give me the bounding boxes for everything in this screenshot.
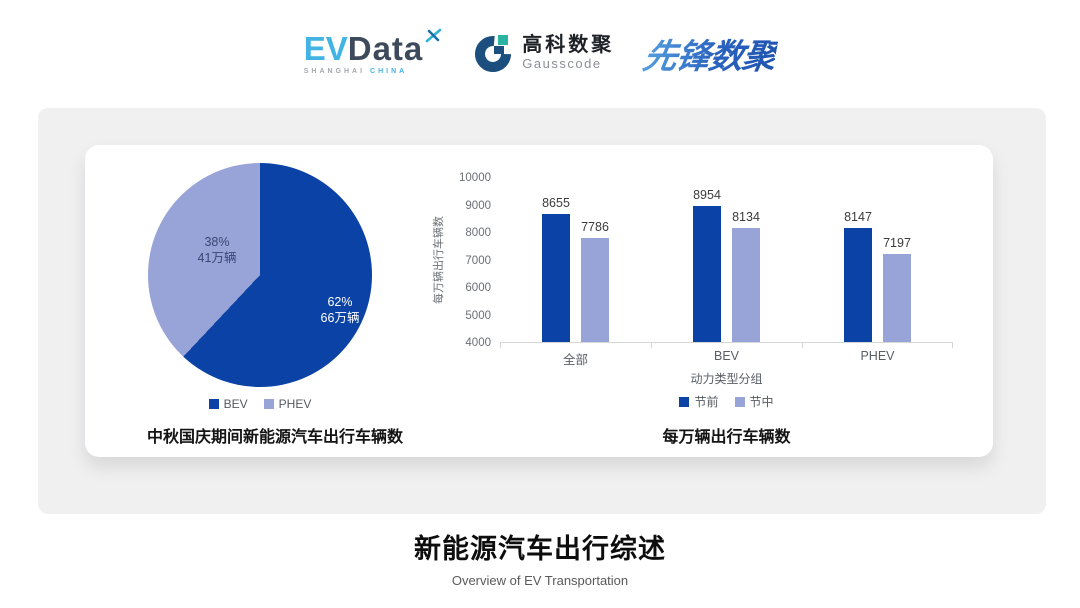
charts-card: 62% 66万辆 38% 41万辆 BEV PHEV 中秋国庆期间新能源汽车出行车辆数…: [85, 145, 993, 457]
category-label: BEV: [713, 349, 739, 363]
bar-plot-area: 8655 7786 8954 8134 8147 7197: [500, 177, 953, 348]
legend-item: BEV: [208, 397, 248, 411]
bar-value-label: 8954: [693, 187, 721, 202]
footer: 新能源汽车出行综述 Overview of EV Transportation: [0, 527, 1080, 588]
gausscode-logo: 高科数聚 Gausscode: [472, 32, 614, 74]
logo-header: EV Data SHANGHAI CHINA 高科数聚 Gausscode: [0, 16, 1080, 90]
gausscode-cn-text: 高科数聚: [522, 34, 615, 57]
bar-legend: 节前 节中: [500, 393, 953, 410]
pie-chart-section: 62% 66万辆 38% 41万辆 BEV PHEV 中秋国庆期间新能源汽车出行车辆数: [85, 145, 465, 457]
bar-group-全部: 8655 7786: [500, 177, 651, 342]
legend-item: 节前: [679, 393, 719, 410]
y-tick-label: 9000: [465, 199, 491, 212]
bar-value-label: 7197: [883, 236, 911, 251]
legend-swatch: [679, 396, 690, 407]
bar-bev-节前: [693, 205, 721, 342]
page-title: 新能源汽车出行综述: [414, 534, 666, 564]
pie-slice-label-bev: 62% 66万辆: [320, 295, 360, 325]
bar-group-bev: 8954 8134: [651, 177, 802, 342]
evdata-logo: EV Data SHANGHAI CHINA: [303, 28, 443, 75]
bar-chart-title: 每万辆出行车辆数: [662, 429, 791, 446]
charts-panel: 62% 66万辆 38% 41万辆 BEV PHEV 中秋国庆期间新能源汽车出行车辆数…: [38, 108, 1046, 514]
bar-y-axis-ticks: 10000 9000 8000 7000 6000 5000 4000: [433, 172, 491, 349]
y-tick-label: 6000: [465, 282, 491, 294]
bar-group-phev: 8147 7197: [802, 177, 953, 342]
pie-legend: BEV PHEV: [95, 397, 425, 411]
xianfeng-logo: 先锋数聚: [640, 29, 781, 78]
bar-phev-节中: [883, 254, 911, 342]
bar-x-axis-label: 动力类型分组: [690, 372, 763, 386]
legend-swatch: [734, 396, 745, 407]
bar-phev-节前: [844, 227, 872, 342]
evdata-data-text: Data: [347, 29, 424, 67]
evdata-shanghai-text: SHANGHAI: [303, 67, 366, 75]
y-tick-label: 8000: [465, 227, 491, 239]
evdata-subtext: SHANGHAI CHINA: [304, 68, 407, 75]
bar-value-label: 8147: [844, 209, 872, 224]
bar-全部-节中: [581, 237, 609, 342]
legend-item: 节中: [734, 393, 774, 410]
bar-chart-section: 每万辆出行车辆数 10000 9000 8000 7000 6000 5000 4000 8…: [85, 145, 993, 457]
gausscode-en-text: Gausscode: [522, 56, 602, 72]
pie-chart-title: 中秋国庆期间新能源汽车出行车辆数: [146, 429, 403, 446]
bar-value-label: 7786: [581, 219, 609, 234]
x-axis-tick: [500, 343, 501, 348]
bar-全部-节前: [542, 214, 570, 342]
category-label: 全部: [562, 353, 588, 367]
x-axis-tick: [651, 343, 652, 348]
evdata-china-text: CHINA: [370, 67, 408, 75]
evdata-wordmark: EV Data: [303, 28, 443, 67]
gausscode-text: 高科数聚 Gausscode: [522, 34, 614, 72]
x-axis-tick: [952, 343, 953, 348]
y-tick-label: 4000: [465, 337, 491, 349]
y-tick-label: 7000: [465, 254, 491, 267]
bar-value-label: 8134: [732, 210, 760, 225]
legend-swatch: [263, 399, 274, 409]
bar-bev-节中: [732, 228, 760, 342]
evdata-ev-text: EV: [303, 29, 348, 67]
y-tick-label: 10000: [459, 172, 491, 184]
category-label: PHEV: [860, 349, 895, 363]
legend-item: PHEV: [263, 397, 311, 411]
pie-graphic: 62% 66万辆 38% 41万辆: [148, 163, 372, 387]
y-tick-label: 5000: [465, 309, 491, 322]
evdata-x-icon: [425, 28, 442, 42]
legend-swatch: [208, 399, 219, 409]
x-axis-tick: [802, 343, 803, 348]
gausscode-g-icon: [475, 35, 512, 72]
pie-slice-label-phev: 38% 41万辆: [197, 235, 237, 265]
bar-category-labels: 全部 BEV PHEV: [500, 349, 953, 368]
bar-value-label: 8655: [542, 196, 570, 210]
page-subtitle: Overview of EV Transportation: [451, 573, 629, 588]
